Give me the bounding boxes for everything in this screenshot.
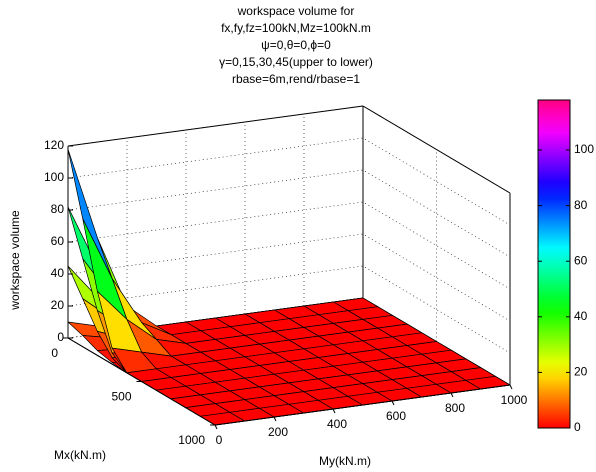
chart-title: fx,fy,fz=100kN,Mz=100kN.m [221, 21, 371, 35]
axis-line [67, 105, 364, 147]
y-axis-label: Mx(kN.m) [54, 448, 106, 462]
chart-title: ψ=0,θ=0,ϕ=0 [261, 38, 331, 52]
z-tick-label: 80 [51, 202, 65, 216]
x-tick-label: 1000 [501, 393, 528, 407]
x-tick [450, 392, 454, 398]
z-tick-label: 120 [44, 138, 64, 152]
x-tick-label: 200 [268, 425, 288, 439]
colorbar-tick-label: 0 [574, 420, 581, 434]
colorbar-tick-label: 80 [574, 198, 588, 212]
grid-line [67, 201, 511, 290]
axis-line [214, 384, 511, 426]
z-tick-label: 40 [51, 266, 65, 280]
x-tick [273, 416, 277, 422]
z-tick-label: 20 [51, 298, 65, 312]
chart-title: rbase=6m,rend/rbase=1 [232, 72, 360, 86]
z-tick-label: 60 [51, 234, 65, 248]
y-tick-label: 0 [51, 346, 58, 360]
chart-title: workspace volume for [237, 4, 355, 18]
grid-line [67, 137, 511, 226]
colorbar-tick-label: 60 [574, 253, 588, 267]
x-tick-label: 800 [445, 401, 465, 415]
grid-line [67, 105, 511, 194]
z-tick-label: 100 [44, 170, 64, 184]
axis-line [362, 105, 511, 194]
z-axis-label: workspace volume [8, 210, 22, 311]
x-tick [509, 384, 513, 390]
colorbar-tick-label: 40 [574, 309, 588, 323]
chart-title: γ=0,15,30,45(upper to lower) [219, 55, 373, 69]
colorbar [537, 99, 571, 429]
x-tick-label: 600 [386, 409, 406, 423]
grid-line [67, 169, 511, 258]
colorbar-tick-label: 100 [574, 142, 594, 156]
x-axis-label: My(kN.m) [319, 454, 371, 468]
y-tick-label: 500 [111, 390, 131, 404]
colorbar-tick-label: 20 [574, 365, 588, 379]
z-tick-label: 0 [57, 330, 64, 344]
x-tick [391, 400, 395, 406]
x-tick [214, 424, 218, 430]
x-tick [332, 408, 336, 414]
x-tick-label: 0 [216, 433, 223, 447]
y-tick-label: 1000 [178, 433, 205, 447]
x-tick-label: 400 [327, 417, 347, 431]
